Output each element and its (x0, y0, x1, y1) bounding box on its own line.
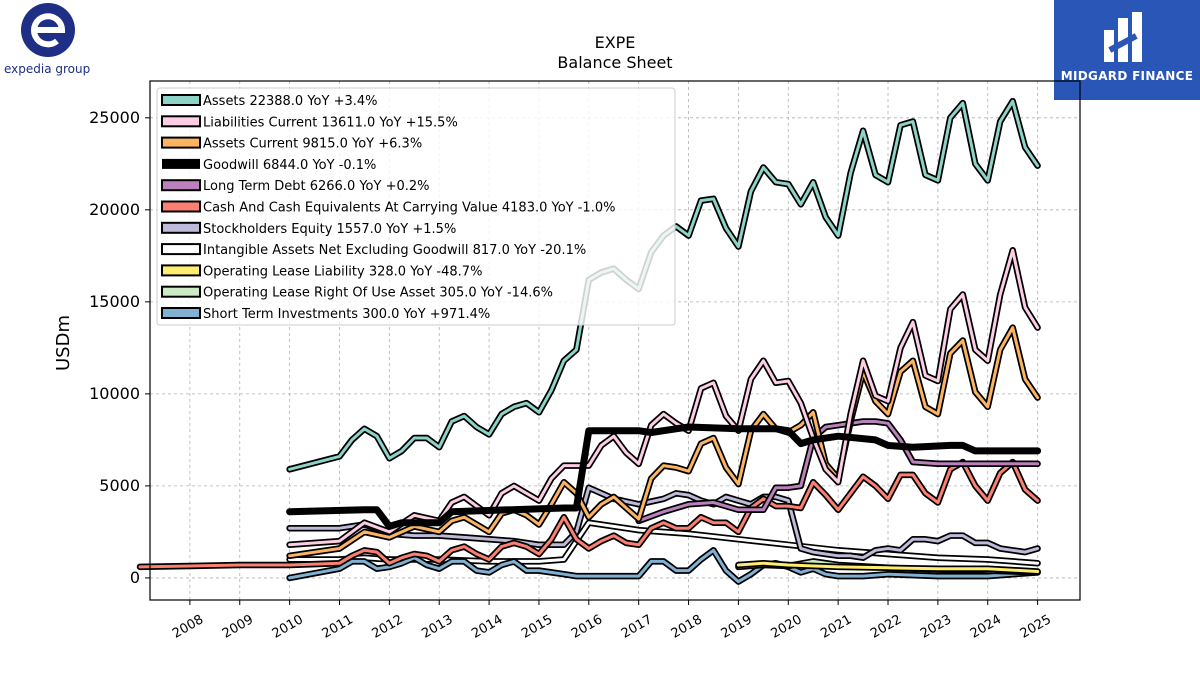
legend-swatch (161, 285, 201, 298)
legend-label: Stockholders Equity 1557.0 YoY +1.5% (203, 222, 456, 237)
legend: Assets 22388.0 YoY +3.4% Liabilities Curr… (156, 87, 676, 326)
legend-swatch (162, 158, 200, 169)
legend-label: Operating Lease Liability 328.0 YoY -48.… (203, 264, 482, 279)
y-tick-label: 25000 (89, 108, 140, 127)
expedia-group-logo-text: expedia group (4, 62, 91, 76)
legend-swatch (161, 243, 201, 256)
x-tick-label: 2011 (320, 612, 356, 642)
legend-item: Operating Lease Right Of Use Asset 305.0… (161, 285, 553, 301)
series-line (288, 99, 1040, 471)
legend-label: Short Term Investments 300.0 YoY +971.4% (203, 307, 490, 322)
series-operating-lease-liability (735, 559, 1041, 575)
series-line (138, 460, 1040, 569)
x-tick-label: 2025 (1018, 612, 1054, 642)
x-tick-label: 2014 (469, 612, 505, 642)
midgard-finance-text: MIDGARD FINANCE (1060, 69, 1194, 83)
x-tick-label: 2013 (419, 612, 455, 642)
x-tick-label: 2016 (569, 612, 605, 642)
legend-label: Cash And Cash Equivalents At Carrying Va… (203, 201, 615, 216)
series-layer (136, 97, 1042, 585)
legend-item: Assets Current 9815.0 YoY +6.3% (161, 136, 422, 152)
legend-box (156, 87, 676, 326)
series-line (288, 326, 1040, 558)
legend-label: Long Term Debt 6266.0 YoY +0.2% (203, 179, 430, 194)
legend-label: Liabilities Current 13611.0 YoY +15.5% (203, 115, 458, 130)
legend-label: Goodwill 6844.0 YoY -0.1% (203, 158, 376, 173)
legend-item: Assets 22388.0 YoY +3.4% (161, 94, 378, 109)
x-tick-label: 2023 (918, 612, 954, 642)
legend-swatch (161, 136, 201, 149)
chart-subtitle: Balance Sheet (557, 53, 672, 72)
x-tick-label: 2019 (719, 612, 755, 642)
y-axis-label: USDm (53, 315, 74, 371)
x-tick-label: 2010 (270, 612, 306, 642)
legend-item: Cash And Cash Equivalents At Carrying Va… (161, 200, 615, 216)
series-short-term-investments (286, 547, 1041, 585)
plot-frame (149, 80, 1081, 601)
x-tick-label: 2018 (669, 612, 705, 642)
legend-item: Stockholders Equity 1557.0 YoY +1.5% (161, 221, 456, 237)
legend-label: Assets Current 9815.0 YoY +6.3% (203, 137, 422, 152)
legend-item: Long Term Debt 6266.0 YoY +0.2% (161, 179, 430, 194)
legend-item: Goodwill 6844.0 YoY -0.1% (162, 158, 376, 173)
legend-swatch (161, 307, 201, 319)
legend-swatch (161, 221, 201, 234)
x-tick-label: 2012 (370, 612, 406, 642)
x-tick-label: 2021 (818, 612, 854, 642)
legend-swatch (161, 94, 201, 106)
legend-label: Operating Lease Right Of Use Asset 305.0… (203, 286, 553, 301)
y-tick-label: 10000 (89, 384, 140, 403)
x-tick-label: 2017 (619, 612, 655, 642)
series-assets-current (286, 324, 1041, 560)
series-line (286, 423, 1042, 530)
midgard-finance-logo: MIDGARD FINANCE (1054, 0, 1200, 100)
legend-swatch (161, 200, 201, 213)
chart-title: EXPE (595, 33, 636, 52)
series-cash-and-cash-equivalents-at-carrying-value (136, 458, 1041, 571)
x-tick-label: 2024 (968, 612, 1004, 642)
x-tick-label: 2009 (220, 612, 256, 642)
y-tick-label: 20000 (89, 200, 140, 219)
legend-swatch (161, 264, 201, 277)
legend-swatch (161, 179, 201, 192)
legend-item: Operating Lease Liability 328.0 YoY -48.… (161, 264, 482, 279)
x-tick-label: 2008 (170, 612, 206, 642)
x-tick-label: 2022 (868, 612, 904, 642)
y-tick-label: 15000 (89, 292, 140, 311)
x-tick-label: 2015 (519, 612, 555, 642)
y-tick-label: 0 (130, 568, 140, 587)
series-line (288, 548, 1040, 584)
x-tick-label: 2020 (768, 612, 804, 642)
y-tick-label: 5000 (99, 476, 140, 495)
legend-item: Short Term Investments 300.0 YoY +971.4% (161, 307, 490, 322)
midgard-logo-mark (1104, 12, 1142, 62)
legend-label: Assets 22388.0 YoY +3.4% (203, 94, 378, 109)
expedia-group-logo (0, 0, 100, 80)
legend-label: Intangible Assets Net Excluding Goodwill… (203, 243, 586, 258)
series-line (736, 561, 1040, 573)
series-assets (286, 97, 1041, 473)
series-goodwill (286, 423, 1042, 530)
legend-item: Intangible Assets Net Excluding Goodwill… (161, 243, 586, 258)
legend-item: Liabilities Current 13611.0 YoY +15.5% (161, 115, 458, 130)
legend-swatch (161, 115, 201, 128)
